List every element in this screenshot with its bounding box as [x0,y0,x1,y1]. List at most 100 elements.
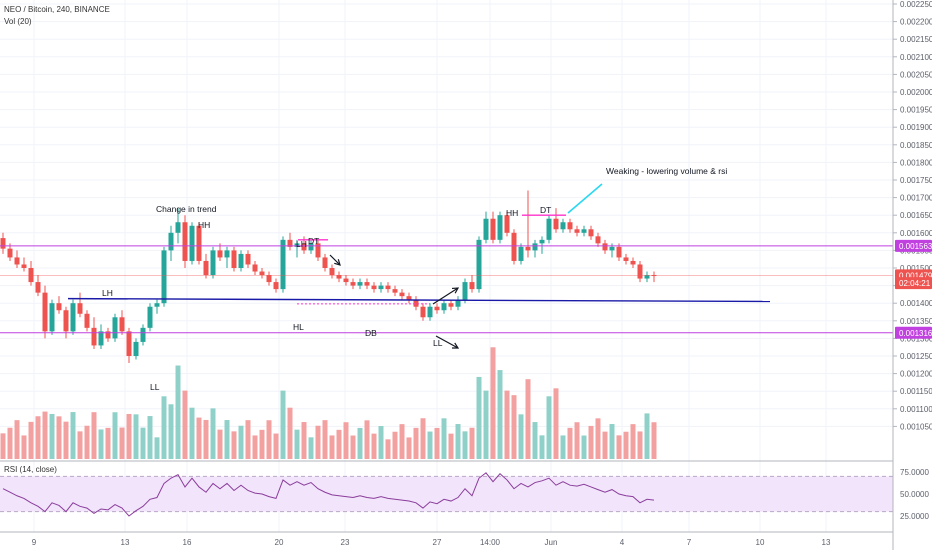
candle-body [595,236,601,244]
volume-bar [462,431,468,459]
volume-bar [357,427,363,459]
price-tick-label: 0.002150 [900,35,932,44]
volume-bar [252,435,258,459]
time-tick-label: 4 [620,538,625,547]
candle-body [28,268,34,283]
volume-bar [56,416,62,459]
candle-body [448,303,454,307]
volume-bar [70,412,76,459]
volume-bar [21,435,27,459]
volume-bar [196,417,202,459]
annotation-label: Weaking - lowering volume & rsi [606,166,727,176]
annotation-label: LH [102,288,113,298]
volume-bar [28,421,34,459]
arrow-down-ll [435,335,459,349]
volume-bar [651,422,657,459]
volume-bar [322,420,328,459]
volume-bar [105,427,111,459]
time-axis[interactable]: 9 13 16 20 23 27 14:00 Jun 4 7 10 13 [32,538,831,547]
price-tick-label: 0.001200 [900,370,932,379]
candle-body [259,271,265,276]
candle-body [133,341,139,356]
price-tick-label: 0.001500 [900,264,932,273]
volume-bar [91,412,97,459]
candle-body [427,306,433,318]
candle-body [224,250,230,258]
volume-bar [406,437,412,459]
candle-body [378,285,384,290]
candle-body [294,243,300,247]
volume-bar [140,427,146,459]
candle-body [399,292,405,297]
candle-body [14,257,20,265]
rsi-legend[interactable]: RSI (14, close) [4,465,57,474]
annotation-label: HL [293,322,304,332]
candle-body [266,275,272,283]
volume-bar [0,433,6,459]
price-tick-label: 0.002250 [900,0,932,9]
price-tick-label: 0.002100 [900,53,932,62]
volume-bar [336,429,342,459]
volume-bar [504,390,510,459]
annotation-label: LL [433,338,443,348]
volume-legend[interactable]: Vol (20) [4,17,32,26]
price-tick-label: 0.001950 [900,106,932,115]
candle-body [35,282,41,293]
volume-bar [434,427,440,459]
candle-body [322,257,328,268]
volume-bar [532,422,538,459]
volume-bar [245,420,251,459]
candle-body [518,246,524,261]
candle-body [126,331,132,356]
candle-body [49,303,55,332]
volume-bar [392,431,398,459]
volume-bar [413,427,419,459]
candle-body [406,296,412,300]
time-tick-label: 13 [822,538,831,547]
symbol-legend[interactable]: NEO / Bitcoin, 240, BINANCE [4,5,110,14]
volume-bar [147,416,153,459]
price-tag-bg [895,239,932,252]
volume-bar [441,418,447,459]
volume-bar [77,431,83,459]
volume-bar [315,425,321,459]
rsi-axis[interactable]: 75.0000 50.0000 25.0000 [900,468,929,521]
candle-body [84,313,90,328]
volume-bar [168,404,174,459]
time-tick-label: 27 [433,538,442,547]
price-tag-label: 0.001316 [899,329,932,338]
volume-bar [602,431,608,459]
candle-body [0,238,6,249]
price-tick-label: 0.001150 [900,387,932,396]
volume-bar [231,431,237,459]
candle-body [385,285,391,290]
candle-body [574,229,580,233]
volume-bar [238,425,244,459]
volume-bar [371,433,377,459]
drawings [0,183,893,349]
annotation-label: DB [365,328,377,338]
volume-bar [469,427,475,459]
candle-body [371,285,377,290]
volume-bar [399,424,405,459]
candle-body [196,225,202,261]
volume-bar [182,390,188,459]
volume-bar [623,431,629,459]
candle-body [434,306,440,311]
candle-body [609,246,615,251]
volume-bar [98,429,104,459]
volume-bar [616,435,622,459]
volume-bar [525,379,531,459]
volume-bar [637,431,643,459]
candle-body [476,239,482,290]
candle-body [588,229,594,237]
volume-bar [455,424,461,459]
candle-body [525,246,531,251]
volume-bar [378,426,384,459]
candle-body [455,299,461,307]
candle-body [175,222,181,233]
candle-body [182,222,188,261]
